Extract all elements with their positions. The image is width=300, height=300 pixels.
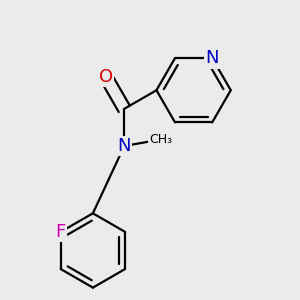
Text: N: N bbox=[118, 137, 131, 155]
Text: F: F bbox=[56, 223, 66, 241]
Text: CH₃: CH₃ bbox=[149, 133, 172, 146]
Text: N: N bbox=[206, 49, 219, 67]
Text: O: O bbox=[99, 68, 113, 85]
